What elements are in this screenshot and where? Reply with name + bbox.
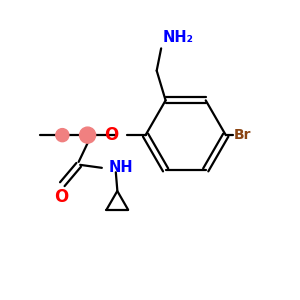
Text: NH₂: NH₂ — [163, 30, 194, 45]
Circle shape — [56, 129, 69, 142]
Circle shape — [80, 127, 96, 143]
Text: O: O — [104, 126, 119, 144]
Text: Br: Br — [234, 128, 252, 142]
Text: O: O — [54, 188, 68, 206]
Text: NH: NH — [108, 160, 133, 175]
